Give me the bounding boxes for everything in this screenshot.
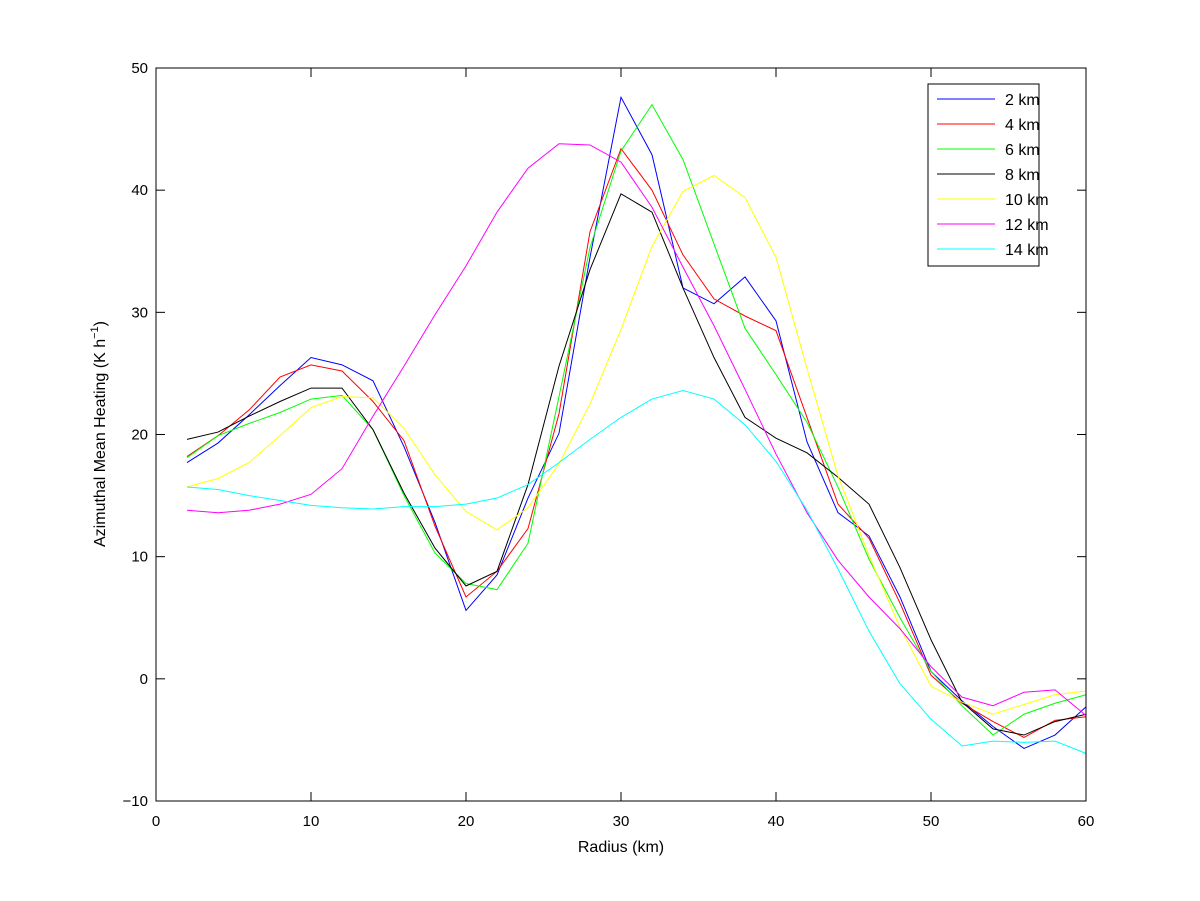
x-tick-label: 60 (1078, 813, 1095, 830)
legend: 2 km 4 km 6 km 8 km 10 km 12 km 14 km (927, 83, 1049, 267)
y-tick-labels: −10 0 10 20 30 40 50 (123, 60, 148, 810)
legend-box (927, 83, 1040, 267)
series-line-2-km (186, 95, 1087, 750)
y-axis-title-superscript: −1 (89, 326, 101, 339)
legend-label-8-km: 8 km (1005, 167, 1040, 184)
x-tick-label: 30 (613, 813, 630, 830)
series-line-12-km (186, 143, 1087, 716)
x-tick-labels: 0 10 20 30 40 50 60 (152, 813, 1095, 830)
axis-ticks (155, 67, 1087, 802)
legend-label-10-km: 10 km (1005, 192, 1049, 209)
legend-items: 2 km 4 km 6 km 8 km 10 km 12 km 14 km (937, 92, 1049, 259)
y-tick-label: 10 (131, 549, 148, 566)
legend-label-2-km: 2 km (1005, 92, 1040, 109)
series-line-14-km (186, 390, 1087, 754)
y-tick-label: −10 (123, 793, 148, 810)
legend-label-12-km: 12 km (1005, 217, 1049, 234)
series-layer (186, 95, 1087, 754)
series-line-10-km (186, 174, 1087, 715)
y-axis-title: Azimuthal Mean Heating (K h−1) (89, 321, 109, 547)
x-tick-label: 10 (303, 813, 320, 830)
y-axis-title-main: Azimuthal Mean Heating (K h (92, 339, 109, 547)
y-axis-title-suffix: ) (92, 321, 109, 326)
legend-label-14-km: 14 km (1005, 242, 1049, 259)
legend-label-4-km: 4 km (1005, 117, 1040, 134)
series-line-8-km (186, 193, 1087, 736)
y-tick-label: 30 (131, 304, 148, 321)
x-axis-title: Radius (km) (578, 839, 664, 856)
x-tick-label: 50 (923, 813, 940, 830)
y-tick-label: 40 (131, 182, 148, 199)
legend-label-6-km: 6 km (1005, 142, 1040, 159)
series-line-4-km (186, 147, 1087, 739)
x-tick-label: 20 (458, 813, 475, 830)
y-tick-label: 0 (140, 671, 148, 688)
x-tick-label: 0 (152, 813, 160, 830)
x-tick-label: 40 (768, 813, 785, 830)
y-tick-label: 20 (131, 427, 148, 444)
series-line-6-km (186, 103, 1087, 736)
y-tick-label: 50 (131, 60, 148, 77)
